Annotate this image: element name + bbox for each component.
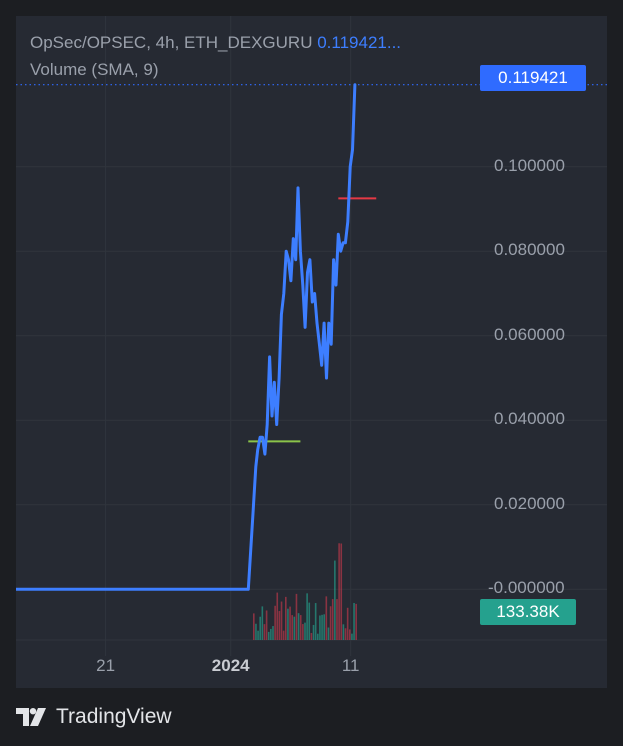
tradingview-brand[interactable]: TradingView — [16, 705, 172, 729]
volume-bar-22 — [299, 615, 302, 640]
volume-bar-34 — [325, 596, 328, 640]
x-tick-label: 11 — [341, 656, 360, 675]
y-tick-label: 0.040000 — [494, 409, 565, 429]
y-tick-label: 0.080000 — [494, 240, 565, 260]
volume-bar-47 — [353, 602, 355, 640]
brand-name: TradingView — [56, 705, 172, 728]
volume-bar-20 — [295, 593, 298, 640]
y-tick-label: 0.020000 — [494, 493, 565, 513]
volume-bar-41 — [340, 543, 343, 640]
volume-bar-19 — [293, 616, 296, 640]
y-tick-label: 0.100000 — [494, 155, 565, 175]
price-chart[interactable] — [16, 16, 607, 688]
volume-bar-5 — [263, 624, 266, 640]
volume-bar-29 — [314, 603, 317, 640]
volume-bar-42 — [342, 624, 345, 640]
volume-bar-31 — [319, 615, 321, 640]
volume-legend[interactable]: Volume (SMA, 9) — [30, 60, 159, 79]
volume-bar-6 — [265, 610, 268, 640]
tradingview-logo-icon — [16, 708, 46, 726]
volume-bar-16 — [287, 608, 289, 640]
volume-bar-28 — [312, 624, 315, 640]
volume-bar-10 — [274, 605, 276, 640]
x-tick-label: 21 — [96, 656, 116, 675]
volume-bar-44 — [346, 607, 349, 640]
volume-bar-2 — [257, 630, 259, 640]
chart-panel[interactable] — [16, 16, 607, 688]
volume-bar-11 — [276, 592, 279, 640]
volume-bar-8 — [270, 628, 272, 640]
x-tick-label: 2024 — [211, 656, 250, 675]
volume-bars — [253, 543, 357, 640]
volume-bar-0 — [253, 613, 255, 640]
volume-bar-14 — [282, 630, 285, 640]
volume-bar-4 — [261, 606, 264, 640]
chart-legend-title[interactable]: OpSec/OPSEC, 4h, ETH_DEXGURU 0.119421... — [30, 33, 401, 53]
volume-bar-32 — [321, 614, 323, 640]
volume-bar-17 — [289, 606, 291, 640]
volume-bar-25 — [306, 593, 308, 640]
price-lines — [16, 83, 607, 591]
volume-bar-21 — [297, 613, 300, 640]
volume-bar-1 — [255, 623, 257, 640]
symbol-interval-source: OpSec/OPSEC, 4h, ETH_DEXGURU — [30, 33, 313, 52]
volume-bar-15 — [284, 596, 287, 640]
volume-value-label: 133.38K — [480, 599, 576, 625]
volume-bar-26 — [308, 602, 311, 640]
volume-bar-30 — [316, 633, 319, 640]
volume-bar-48 — [355, 603, 357, 640]
volume-bar-39 — [336, 599, 338, 640]
volume-bar-37 — [331, 599, 334, 640]
volume-bar-36 — [329, 606, 332, 640]
volume-bar-18 — [291, 615, 293, 640]
volume-bar-45 — [348, 629, 351, 640]
last-price-label: 0.119421 — [480, 65, 586, 91]
volume-bar-27 — [310, 632, 313, 640]
volume-bar-33 — [323, 614, 325, 640]
y-tick-label: 0.060000 — [494, 324, 565, 344]
volume-bar-7 — [267, 631, 270, 640]
volume-bar-43 — [344, 628, 347, 640]
volume-bar-3 — [259, 616, 261, 640]
price-series-line — [16, 83, 357, 591]
y-tick-label: -0.000000 — [488, 578, 565, 598]
volume-bar-24 — [304, 622, 306, 640]
volume-bar-35 — [327, 627, 330, 640]
volume-bar-23 — [302, 624, 304, 640]
volume-bar-12 — [278, 611, 281, 640]
volume-bar-9 — [272, 626, 274, 640]
volume-bar-40 — [338, 543, 340, 640]
volume-bar-13 — [280, 601, 283, 640]
volume-bar-38 — [334, 560, 336, 640]
legend-price: 0.119421... — [317, 33, 402, 52]
volume-bar-46 — [351, 633, 353, 640]
